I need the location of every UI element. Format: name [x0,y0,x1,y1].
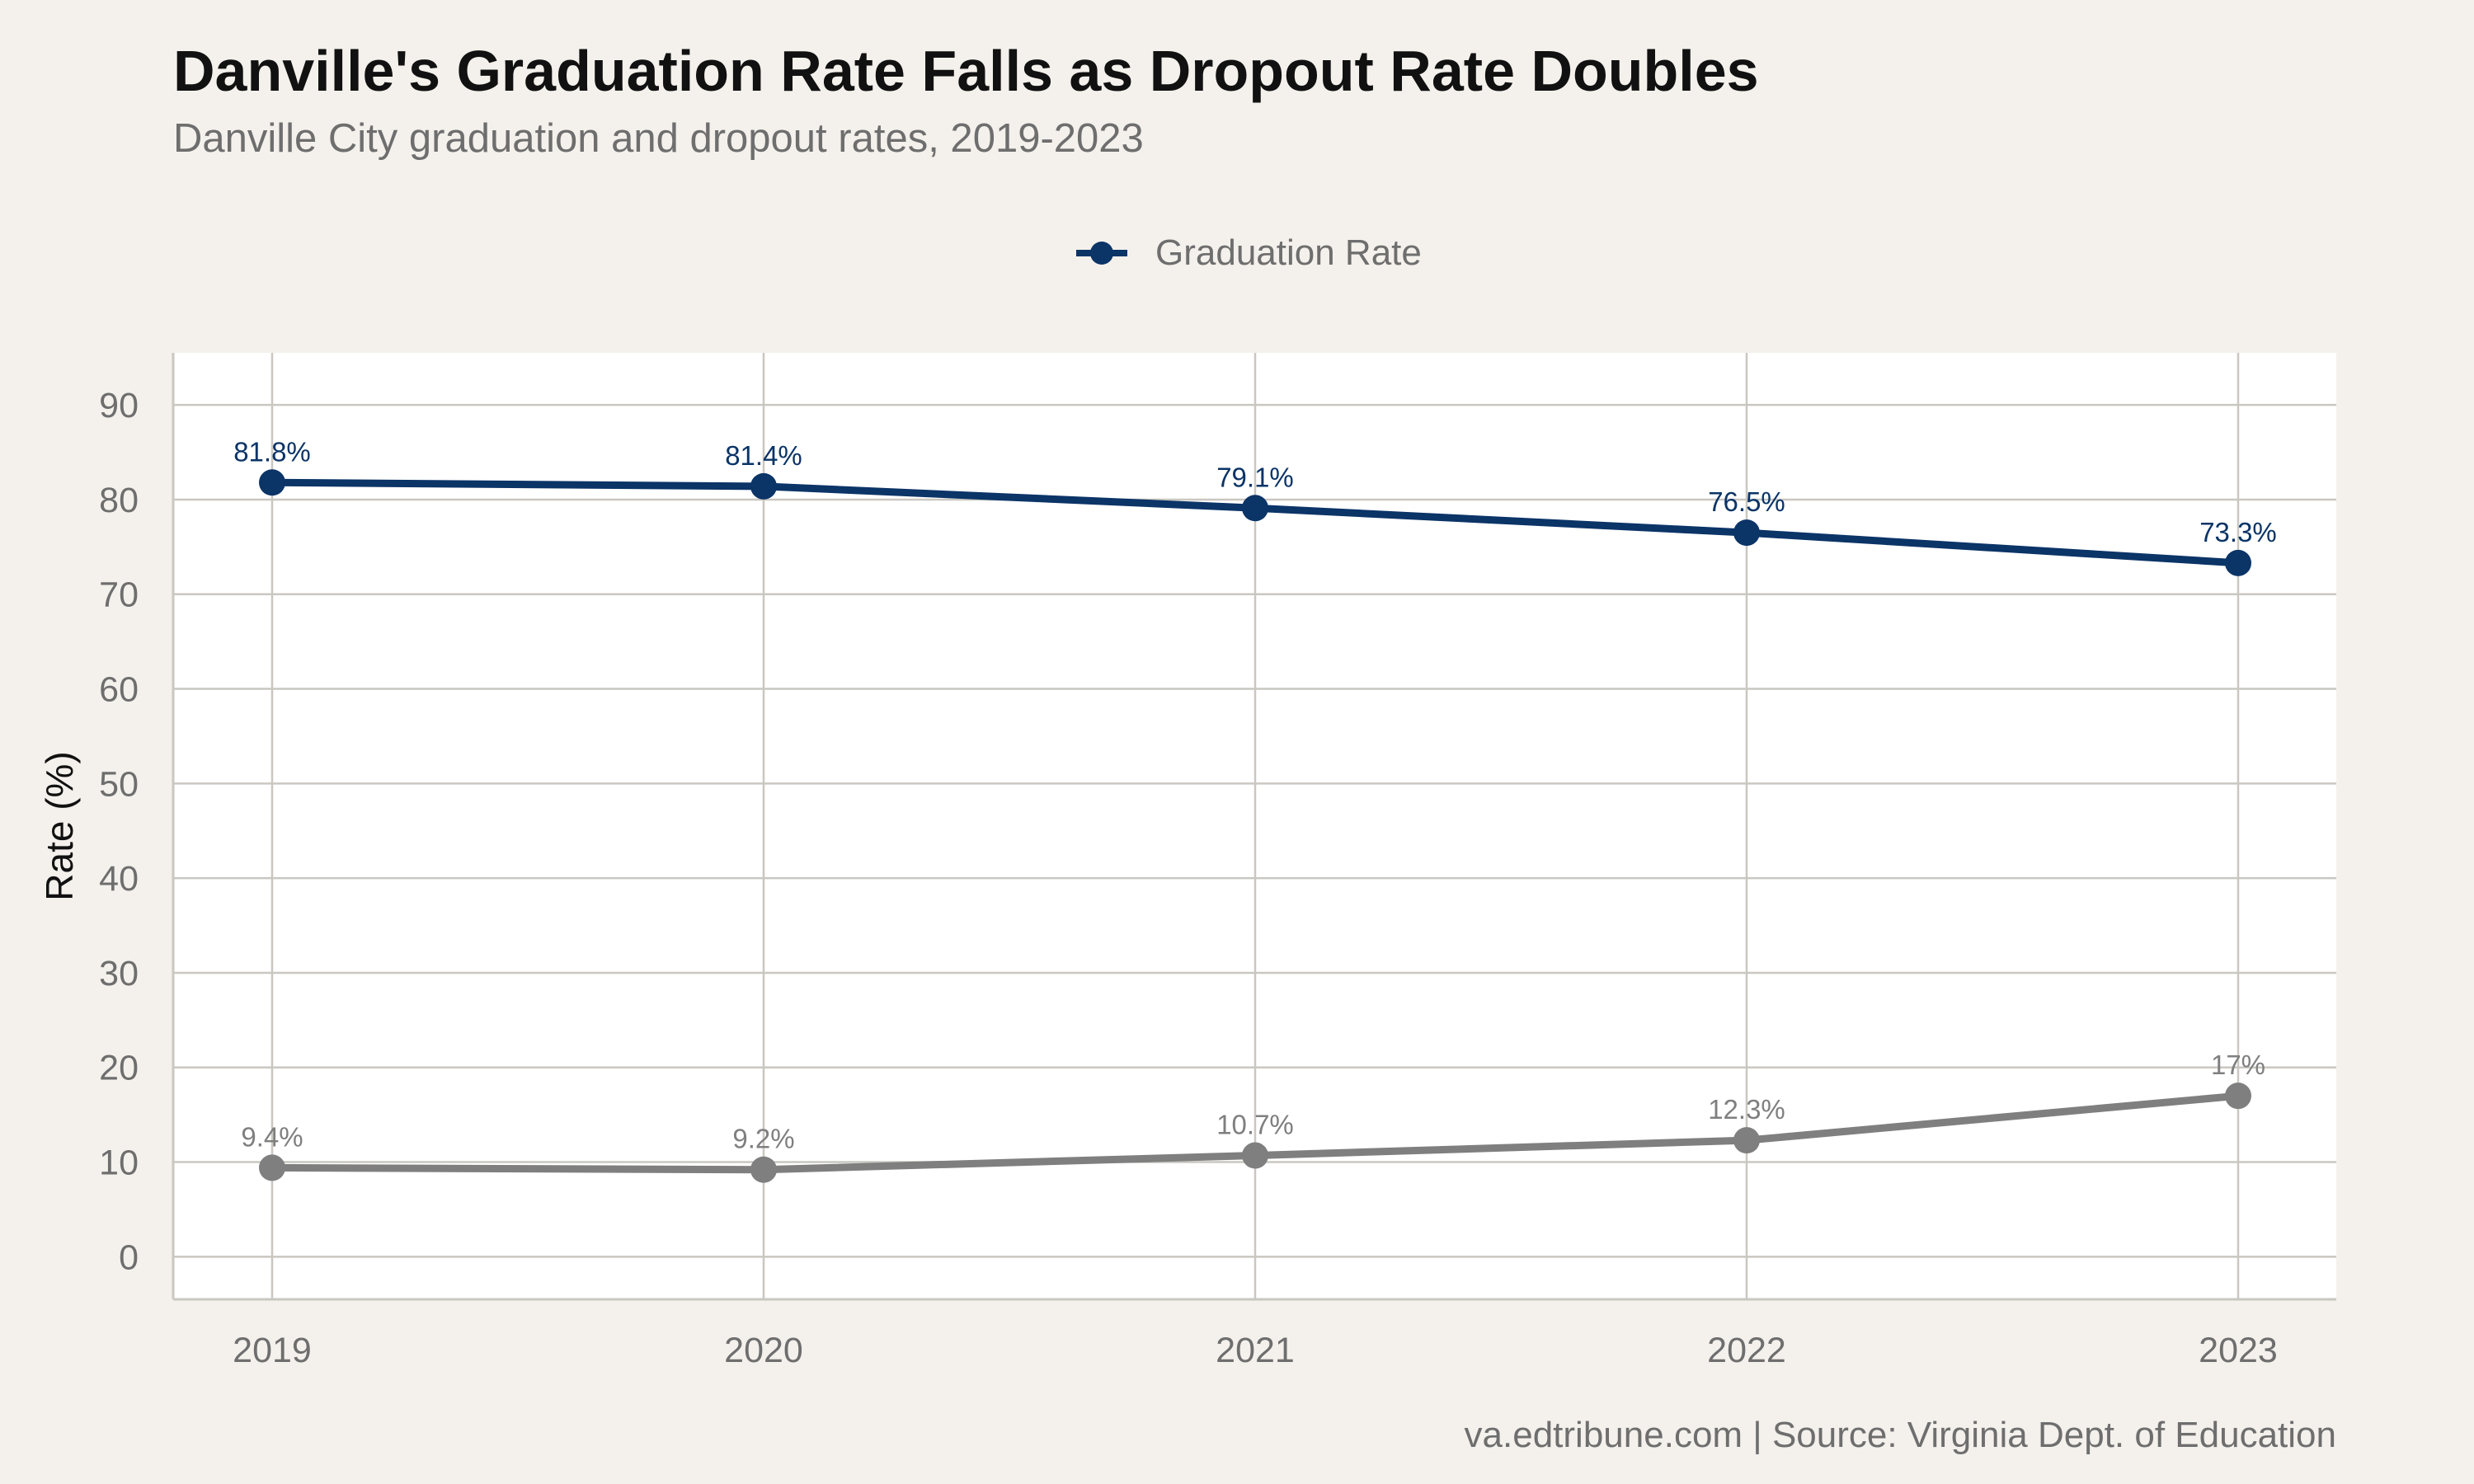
data-point [2225,549,2251,576]
data-point [750,472,777,500]
data-point [1242,1142,1268,1169]
y-tick-label: 90 [99,386,139,425]
source-caption: va.edtribune.com | Source: Virginia Dept… [1464,1415,2336,1455]
legend-key-graduation [1076,242,1127,265]
y-tick-label: 20 [99,1049,139,1088]
legend-label-graduation: Graduation Rate [1155,232,1422,273]
x-tick-label: 2022 [1707,1331,1786,1370]
y-tick-label: 30 [99,954,139,993]
data-label: 17% [2211,1050,2265,1080]
data-label: 10.7% [1216,1110,1294,1140]
chart-subtitle: Danville City graduation and dropout rat… [173,116,1144,161]
x-tick-label: 2020 [724,1331,803,1370]
x-tick-label: 2021 [1216,1331,1295,1370]
y-axis-title: Rate (%) [38,751,81,900]
data-point [750,1156,777,1183]
data-label: 79.1% [1216,462,1294,492]
data-label: 12.3% [1708,1094,1785,1125]
x-tick-label: 2019 [233,1331,312,1370]
data-label: 76.5% [1708,486,1785,517]
data-label: 73.3% [2199,517,2277,547]
data-point [1733,519,1760,547]
data-point [1733,1127,1760,1154]
data-point [1242,495,1268,522]
y-tick-label: 70 [99,575,139,615]
data-label: 81.8% [233,436,311,467]
x-tick-label: 2023 [2199,1331,2278,1370]
data-label: 81.4% [725,440,802,471]
y-tick-label: 60 [99,670,139,710]
y-tick-label: 0 [119,1237,139,1277]
chart-title: Danville's Graduation Rate Falls as Drop… [173,39,1759,103]
data-point [259,1154,285,1181]
y-tick-label: 50 [99,764,139,804]
y-tick-label: 10 [99,1144,139,1183]
y-tick-label: 80 [99,481,139,520]
data-label: 9.4% [241,1121,303,1152]
data-label: 9.2% [732,1124,794,1154]
data-point [259,469,285,496]
data-point [2225,1082,2251,1110]
legend: Graduation Rate [1076,228,1422,278]
y-tick-label: 40 [99,859,139,899]
